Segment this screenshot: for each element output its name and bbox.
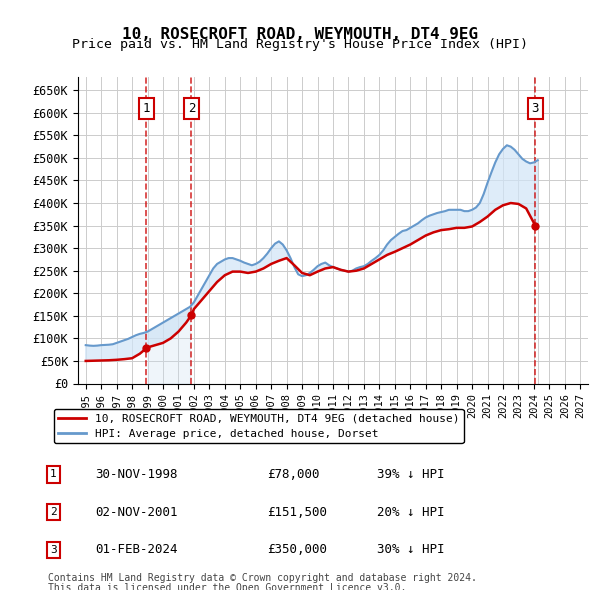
Text: 02-NOV-2001: 02-NOV-2001 — [95, 506, 178, 519]
Text: 2: 2 — [188, 102, 195, 115]
Text: 1: 1 — [143, 102, 150, 115]
Text: 20% ↓ HPI: 20% ↓ HPI — [377, 506, 445, 519]
Text: 3: 3 — [532, 102, 539, 115]
Text: 10, ROSECROFT ROAD, WEYMOUTH, DT4 9EG: 10, ROSECROFT ROAD, WEYMOUTH, DT4 9EG — [122, 27, 478, 41]
Text: This data is licensed under the Open Government Licence v3.0.: This data is licensed under the Open Gov… — [48, 583, 406, 590]
Text: £350,000: £350,000 — [267, 543, 327, 556]
Text: 2: 2 — [50, 507, 56, 517]
Text: 30% ↓ HPI: 30% ↓ HPI — [377, 543, 445, 556]
Text: 3: 3 — [50, 545, 56, 555]
Text: £151,500: £151,500 — [267, 506, 327, 519]
Text: 01-FEB-2024: 01-FEB-2024 — [95, 543, 178, 556]
Text: £78,000: £78,000 — [267, 468, 320, 481]
Text: Contains HM Land Registry data © Crown copyright and database right 2024.: Contains HM Land Registry data © Crown c… — [48, 573, 477, 584]
Legend: 10, ROSECROFT ROAD, WEYMOUTH, DT4 9EG (detached house), HPI: Average price, deta: 10, ROSECROFT ROAD, WEYMOUTH, DT4 9EG (d… — [53, 409, 464, 444]
Text: 30-NOV-1998: 30-NOV-1998 — [95, 468, 178, 481]
Text: 39% ↓ HPI: 39% ↓ HPI — [377, 468, 445, 481]
Text: Price paid vs. HM Land Registry's House Price Index (HPI): Price paid vs. HM Land Registry's House … — [72, 38, 528, 51]
Text: 1: 1 — [50, 470, 56, 479]
